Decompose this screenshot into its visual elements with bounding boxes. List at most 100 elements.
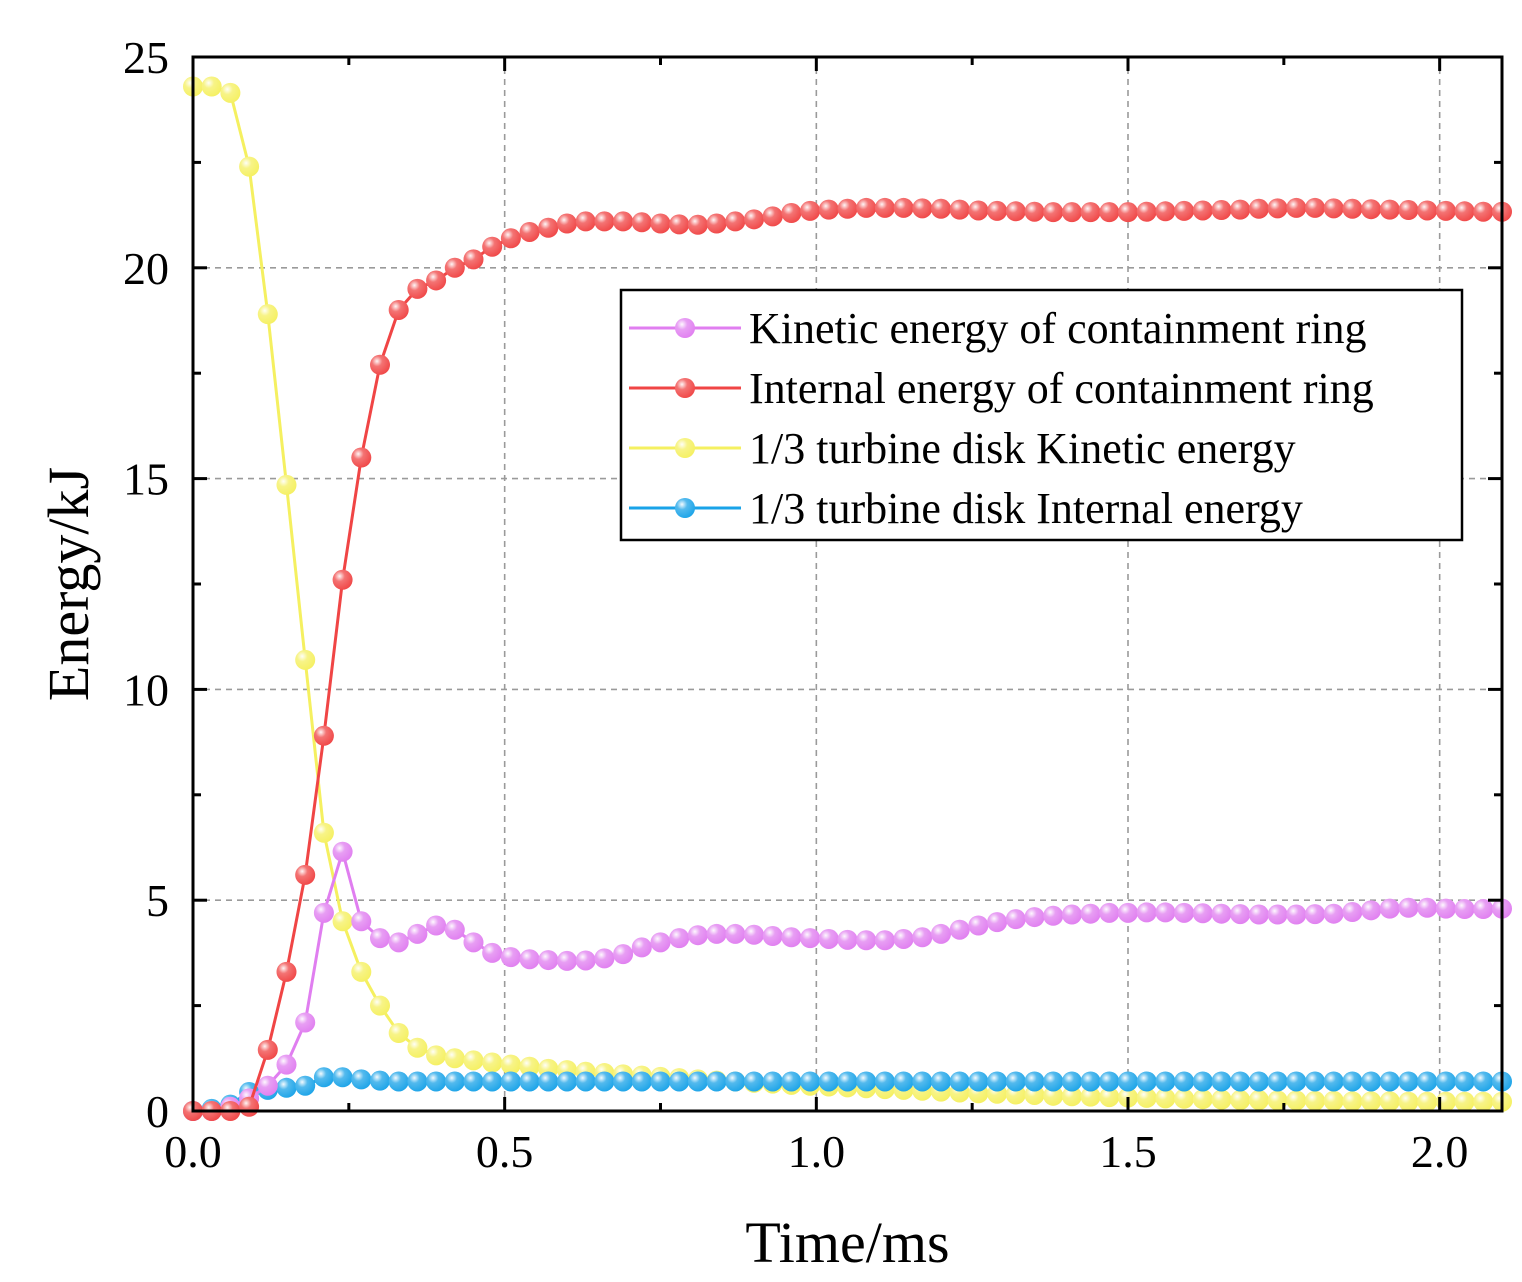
data-point-highlight [1305,197,1325,218]
data-point-highlight [781,1071,802,1092]
data-point-highlight [1061,904,1082,925]
data-point-highlight [706,213,727,234]
data-point-highlight [1286,904,1307,925]
data-point-highlight [257,1039,278,1060]
data-point-highlight [1080,1071,1101,1092]
data-point-highlight [725,1071,746,1092]
data-point-highlight [1379,1071,1400,1092]
data-point-highlight [1398,1071,1419,1092]
data-point-highlight [613,944,634,965]
data-point-highlight [631,937,652,958]
data-point-highlight [818,928,839,949]
legend-label: 1/3 turbine disk Internal energy [749,484,1303,533]
data-point-highlight [575,211,596,232]
data-point-highlight [1099,202,1120,223]
data-point-highlight [1099,1087,1120,1108]
data-point-highlight [1361,900,1382,921]
data-point-highlight [1118,1071,1138,1092]
data-point-highlight [1417,1071,1438,1092]
data-point-highlight [1118,202,1138,223]
data-point-highlight [500,1054,521,1075]
data-point-highlight [1061,1086,1082,1107]
data-point-highlight [201,76,222,97]
data-point-highlight [1323,903,1344,924]
data-point-highlight [220,82,241,103]
data-point-highlight [444,919,465,940]
axis-labels: 0.0 0.5 1.0 1.5 2.0 0 5 10 15 20 25 [123,32,1468,1177]
data-point-highlight [1454,201,1475,222]
data-point-highlight [1417,200,1438,221]
legend-marker-highlight [675,318,695,338]
data-point-highlight [1211,1071,1232,1092]
data-point-highlight [1435,200,1456,221]
data-point-highlight [1080,1086,1101,1107]
data-point-highlight [1342,1071,1363,1092]
data-point-highlight [1192,1089,1213,1110]
data-point-highlight [1342,198,1363,219]
data-point-highlight [276,474,297,495]
data-point-highlight [257,304,278,325]
data-point-highlight [1361,1071,1382,1092]
data-point-highlight [837,929,858,950]
data-point-highlight [295,649,316,670]
y-tick-label: 15 [123,454,169,505]
data-point-highlight [239,1096,260,1117]
data-point-highlight [650,932,671,953]
data-point-highlight [388,1023,409,1044]
data-point-highlight [987,1071,1008,1092]
data-point-highlight [1379,898,1400,919]
data-point-highlight [744,209,764,230]
data-point-highlight [276,961,297,982]
data-point-highlight [351,1069,372,1090]
data-point-highlight [837,198,858,219]
data-point-highlight [781,927,802,948]
data-point-highlight [370,1070,390,1091]
data-point-highlight [687,1071,708,1092]
data-point-highlight [949,199,970,220]
data-point-highlight [1361,1091,1382,1112]
data-point-highlight [500,947,521,968]
data-point-highlight [818,199,839,220]
data-point-highlight [557,950,577,971]
data-point-highlight [407,1071,428,1092]
data-point-highlight [482,942,503,963]
data-point-highlight [1043,1071,1064,1092]
data-point-highlight [538,1071,559,1092]
data-point-highlight [370,354,390,375]
data-point-highlight [313,1067,334,1088]
data-point-highlight [482,236,503,257]
x-tick-label: 1.0 [788,1126,846,1177]
data-point-highlight [1454,1091,1475,1112]
data-point-highlight [1192,903,1213,924]
legend-label: 1/3 turbine disk Kinetic energy [749,424,1296,473]
data-point-highlight [426,1071,447,1092]
data-point-highlight [1473,1091,1494,1112]
data-point-highlight [949,919,970,940]
data-point-highlight [1024,201,1045,222]
data-point-highlight [463,1050,484,1071]
data-point-highlight [1305,904,1325,925]
legend-marker-highlight [675,378,695,398]
data-point-highlight [444,1048,465,1069]
data-point-highlight [613,1071,634,1092]
legend: Kinetic energy of containment ring Intern… [619,288,1464,542]
data-point-highlight [613,211,634,232]
data-point-highlight [463,1071,484,1092]
data-point-highlight [594,1071,615,1092]
legend-box [619,288,1464,542]
data-point-highlight [1473,1071,1494,1092]
data-point-highlight [744,1071,764,1092]
y-tick-label: 25 [123,32,169,83]
x-axis-title: Time/ms [745,1210,949,1275]
data-point-highlight [1342,1091,1363,1112]
data-point-highlight [762,206,783,227]
data-point-highlight [818,1071,839,1092]
data-point-highlight [1286,1090,1307,1111]
data-point-highlight [332,841,353,862]
data-point-highlight [1398,897,1419,918]
y-tick-label: 0 [146,1086,169,1137]
data-point-highlight [1248,198,1269,219]
data-point-highlight [1248,904,1269,925]
data-point-highlight [931,1071,951,1092]
